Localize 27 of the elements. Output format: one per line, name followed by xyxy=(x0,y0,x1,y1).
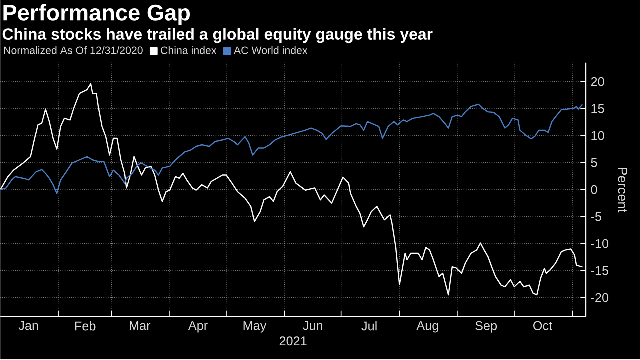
y-tick-label: -10 xyxy=(591,240,609,248)
x-tick-label: Oct xyxy=(534,322,553,331)
x-axis-title: 2021 xyxy=(280,336,307,346)
y-tick-label: 0 xyxy=(591,186,598,194)
line-series xyxy=(0,104,583,194)
x-tick-label: Jul xyxy=(362,322,377,331)
x-tick-label: Jun xyxy=(303,322,322,330)
x-tick-label: Aug xyxy=(416,322,438,333)
y-axis-title: Percent xyxy=(618,168,628,213)
x-tick-label: Sep xyxy=(476,322,498,334)
y-tick-label: 20 xyxy=(591,78,604,86)
y-tick-label: 5 xyxy=(591,158,598,168)
legend-label: AC World index xyxy=(234,46,308,54)
y-tick-label: -20 xyxy=(591,293,609,302)
legend-label: China index xyxy=(161,46,217,54)
x-tick-label: May xyxy=(244,322,267,333)
y-tick-label: -5 xyxy=(591,212,602,222)
y-tick-label: 10 xyxy=(592,132,604,140)
chart-subtitle: China stocks have trailed a global equity gauge this year xyxy=(2,28,433,44)
legend-title: Normalized As Of 12/31/2020 xyxy=(4,46,143,54)
chart-title: Performance Gap xyxy=(4,4,190,26)
x-tick-label: Jan xyxy=(18,322,38,330)
x-tick-label: Feb xyxy=(75,322,96,331)
y-tick-label: -15 xyxy=(591,266,609,276)
x-tick-label: Apr xyxy=(188,322,208,333)
y-tick-label: 15 xyxy=(592,104,604,114)
x-tick-label: Mar xyxy=(130,322,151,330)
